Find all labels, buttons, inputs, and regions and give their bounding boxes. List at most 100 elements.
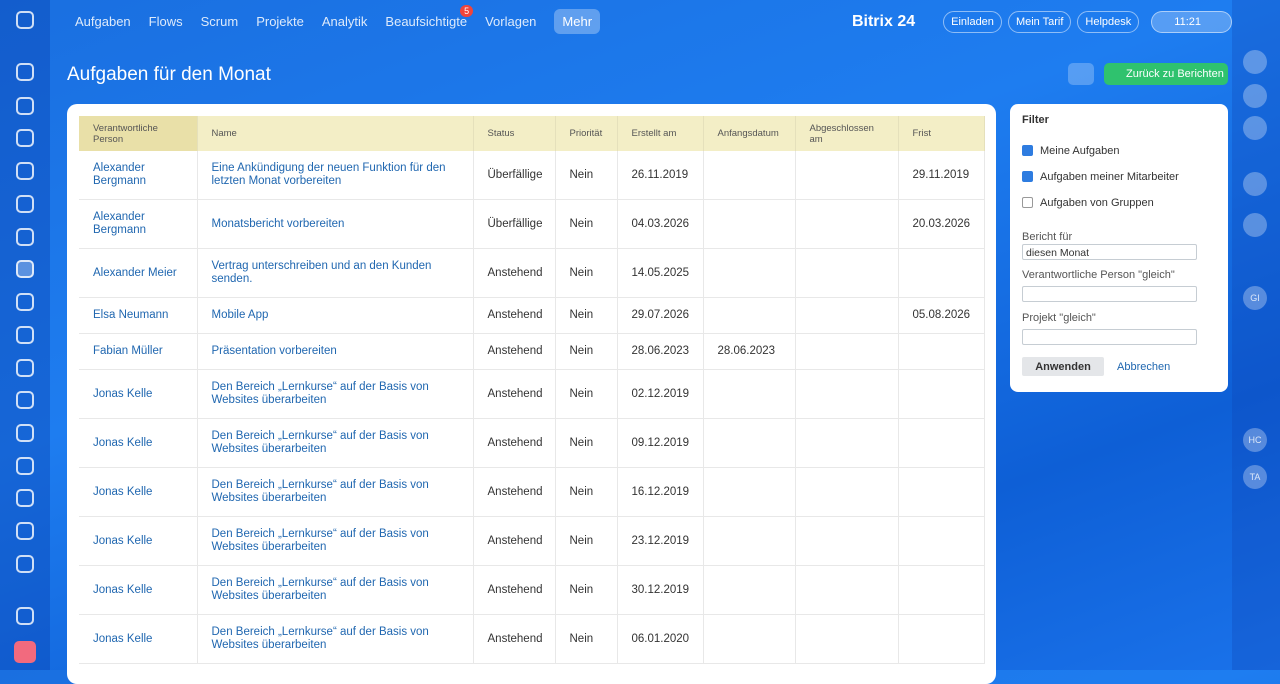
sidebar-icon[interactable] bbox=[16, 359, 34, 377]
table-cell[interactable]: Alexander Bergmann bbox=[79, 199, 198, 249]
table-cell[interactable]: Jonas Kelle bbox=[79, 418, 198, 468]
table-cell[interactable]: Den Bereich „Lernkurse“ auf der Basis vo… bbox=[197, 565, 474, 615]
right-avatar[interactable]: GI bbox=[1243, 286, 1267, 310]
table-cell[interactable]: Jonas Kelle bbox=[79, 565, 198, 615]
sidebar-icon[interactable] bbox=[16, 293, 34, 311]
sidebar-icon[interactable] bbox=[14, 641, 36, 663]
table-cell[interactable]: Jonas Kelle bbox=[79, 614, 198, 664]
project-input[interactable] bbox=[1022, 329, 1197, 345]
page-body: Aufgaben Flows Scrum Projekte Analytik Beaufs… bbox=[0, 0, 1280, 670]
checkbox[interactable] bbox=[1022, 171, 1033, 182]
sidebar-icon[interactable] bbox=[16, 195, 34, 213]
sidebar-icon[interactable] bbox=[16, 326, 34, 344]
back-button[interactable]: Zurück zu Berichten bbox=[1104, 63, 1228, 85]
table-cell: 06.01.2020 bbox=[617, 614, 704, 664]
table-cell[interactable]: Elsa Neumann bbox=[79, 297, 198, 334]
checkbox[interactable] bbox=[1022, 145, 1033, 156]
top-button[interactable]: Einladen bbox=[943, 10, 1002, 33]
right-icon[interactable] bbox=[1243, 50, 1267, 74]
person-input[interactable] bbox=[1022, 286, 1197, 302]
top-button[interactable]: Helpdesk bbox=[1077, 10, 1140, 33]
checkbox[interactable] bbox=[1022, 197, 1033, 208]
nav-item[interactable]: Mehr bbox=[554, 9, 601, 34]
table-row: Jonas Kelle Den Bereich „Lernkurse“ auf d… bbox=[79, 516, 985, 566]
column-header[interactable]: Erstellt am bbox=[617, 116, 704, 151]
table-cell[interactable]: Jonas Kelle bbox=[79, 467, 198, 517]
table-row: Alexander Bergmann Eine Ankündigung der n… bbox=[79, 151, 985, 200]
sidebar-icon[interactable] bbox=[16, 391, 34, 409]
right-icon[interactable] bbox=[1243, 172, 1267, 196]
table-cell[interactable]: Mobile App bbox=[197, 297, 474, 334]
table-cell[interactable]: Den Bereich „Lernkurse“ auf der Basis vo… bbox=[197, 418, 474, 468]
nav-item[interactable]: Analytik bbox=[321, 14, 368, 29]
table-cell[interactable]: Vertrag unterschreiben und an den Kunden… bbox=[197, 248, 474, 298]
sidebar-icon[interactable] bbox=[16, 11, 34, 29]
table-cell[interactable]: Jonas Kelle bbox=[79, 516, 198, 566]
sidebar-icon[interactable] bbox=[16, 522, 34, 540]
table-cell[interactable]: Den Bereich „Lernkurse“ auf der Basis vo… bbox=[197, 369, 474, 419]
sidebar-icon[interactable] bbox=[16, 97, 34, 115]
right-avatar[interactable]: TA bbox=[1243, 465, 1267, 489]
column-header[interactable]: Abgeschlossen am bbox=[795, 116, 899, 151]
column-header[interactable]: Status bbox=[473, 116, 556, 151]
nav-item[interactable]: Scrum bbox=[200, 14, 239, 29]
nav-badge: 5 bbox=[460, 5, 474, 17]
table-cell: Nein bbox=[555, 199, 618, 249]
filter-option[interactable]: Aufgaben meiner Mitarbeiter bbox=[1022, 171, 1179, 183]
right-icon[interactable] bbox=[1243, 84, 1267, 108]
table-cell[interactable]: Eine Ankündigung der neuen Funktion für … bbox=[197, 151, 474, 200]
right-icon[interactable] bbox=[1243, 213, 1267, 237]
table-cell[interactable]: Fabian Müller bbox=[79, 333, 198, 370]
sidebar-icon[interactable] bbox=[16, 457, 34, 475]
table-cell[interactable]: Monatsbericht vorbereiten bbox=[197, 199, 474, 249]
column-header[interactable]: Verantwortliche Person bbox=[79, 116, 198, 151]
cancel-button[interactable]: Abbrechen bbox=[1117, 361, 1171, 373]
nav-item[interactable]: Projekte bbox=[256, 14, 304, 29]
table-cell bbox=[795, 333, 899, 370]
table-cell[interactable]: Jonas Kelle bbox=[79, 369, 198, 419]
table-cell[interactable]: Den Bereich „Lernkurse“ auf der Basis vo… bbox=[197, 467, 474, 517]
report-table: Verantwortliche Person Name Status Prioritä… bbox=[79, 116, 985, 664]
column-header[interactable]: Frist bbox=[898, 116, 985, 151]
sidebar-icon[interactable] bbox=[16, 63, 34, 81]
table-cell[interactable]: Alexander Meier bbox=[79, 248, 198, 298]
sidebar-icon[interactable] bbox=[16, 228, 34, 246]
table-cell[interactable]: Den Bereich „Lernkurse“ auf der Basis vo… bbox=[197, 614, 474, 664]
settings-button[interactable] bbox=[1068, 63, 1094, 85]
nav-item[interactable]: Flows bbox=[148, 14, 183, 29]
table-cell: Überfällige bbox=[473, 199, 556, 249]
page: Aufgaben für den Monat {"topbar":{"nav":… bbox=[0, 0, 1280, 670]
right-avatar[interactable]: HC bbox=[1243, 428, 1267, 452]
right-icon[interactable] bbox=[1243, 116, 1267, 140]
nav-item[interactable]: Aufgaben bbox=[75, 14, 131, 29]
table-cell[interactable]: Alexander Bergmann bbox=[79, 151, 198, 200]
table-row: Jonas Kelle Den Bereich „Lernkurse“ auf d… bbox=[79, 418, 985, 468]
nav-item[interactable]: Beaufsichtigte 5 bbox=[385, 5, 474, 34]
filter-option[interactable]: Aufgaben von Gruppen bbox=[1022, 197, 1154, 209]
apply-button[interactable]: Anwenden bbox=[1022, 357, 1104, 376]
sidebar-icon[interactable] bbox=[16, 555, 34, 573]
filter-option[interactable]: Meine Aufgaben bbox=[1022, 145, 1120, 157]
top-button[interactable]: Mein Tarif bbox=[1007, 10, 1072, 33]
column-header[interactable]: Priorität bbox=[555, 116, 618, 151]
column-header[interactable]: Name bbox=[197, 116, 474, 151]
sidebar-icon[interactable] bbox=[16, 129, 34, 147]
table-cell[interactable]: Präsentation vorbereiten bbox=[197, 333, 474, 370]
table-cell bbox=[898, 333, 985, 370]
nav-item[interactable]: Vorlagen bbox=[485, 14, 537, 29]
report-select[interactable]: diesen Monat bbox=[1022, 244, 1197, 260]
sidebar-icon[interactable] bbox=[16, 162, 34, 180]
column-header[interactable]: Anfangsdatum bbox=[703, 116, 796, 151]
table-cell bbox=[795, 516, 899, 566]
table-cell: 29.07.2026 bbox=[617, 297, 704, 334]
table-cell[interactable]: Den Bereich „Lernkurse“ auf der Basis vo… bbox=[197, 516, 474, 566]
table-cell: Nein bbox=[555, 248, 618, 298]
sidebar-icon[interactable] bbox=[16, 489, 34, 507]
sidebar-icon[interactable] bbox=[16, 260, 34, 278]
table-cell bbox=[898, 248, 985, 298]
table-cell bbox=[795, 418, 899, 468]
sidebar-icon[interactable] bbox=[16, 424, 34, 442]
sidebar-icon[interactable] bbox=[16, 607, 34, 625]
table-cell: Anstehend bbox=[473, 614, 556, 664]
table-cell bbox=[703, 467, 796, 517]
